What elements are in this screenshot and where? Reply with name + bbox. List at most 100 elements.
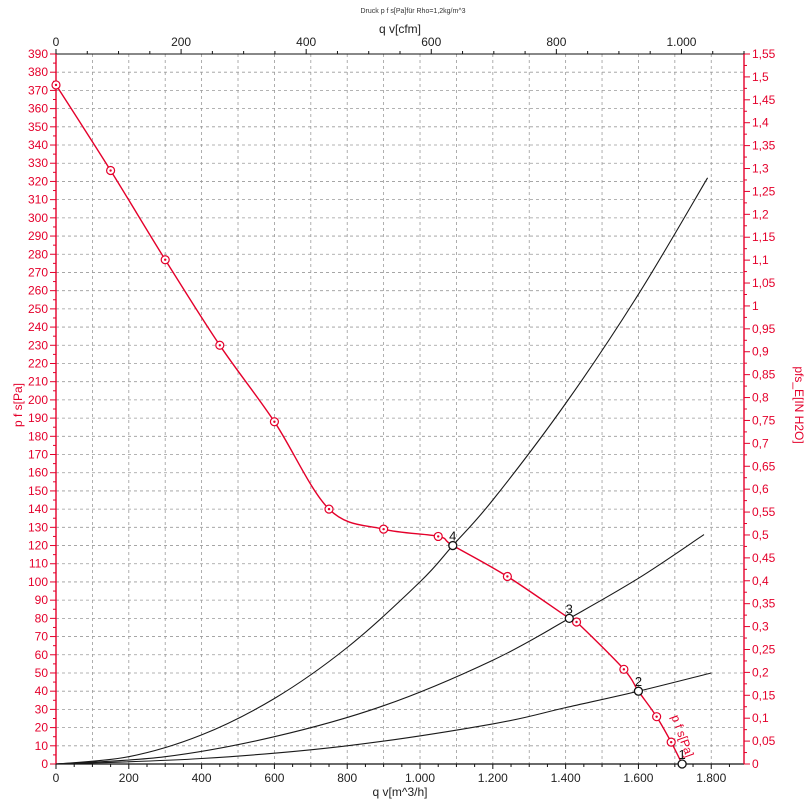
top-tick-label: 1.000 — [666, 35, 696, 49]
right-tick-label: 1,3 — [752, 162, 769, 176]
left-tick-label: 350 — [28, 120, 48, 134]
left-tick-label: 0 — [41, 757, 48, 771]
left-tick-label: 190 — [28, 411, 48, 425]
right-tick-label: 1,15 — [752, 230, 776, 244]
bottom-tick-label: 1.400 — [551, 771, 581, 785]
right-tick-label: 0,5 — [752, 528, 769, 542]
bottom-tick-label: 1.000 — [405, 771, 435, 785]
right-tick-label: 0,15 — [752, 688, 776, 702]
right-tick-label: 1,55 — [752, 47, 776, 61]
left-tick-label: 60 — [35, 648, 49, 662]
right-tick-label: 0,45 — [752, 551, 776, 565]
right-tick-label: 1,4 — [752, 116, 769, 130]
grid — [56, 53, 744, 764]
bottom-tick-label: 0 — [53, 771, 60, 785]
left-tick-label: 70 — [35, 630, 49, 644]
top-tick-label: 600 — [421, 35, 441, 49]
system-curve-2 — [55, 534, 705, 765]
left-tick-label: 240 — [28, 320, 48, 334]
left-tick-label: 200 — [28, 393, 48, 407]
chart-title: Druck p f s[Pa]für Rho=1,2kg/m^3 — [360, 8, 465, 15]
right-tick-label: 1,35 — [752, 139, 776, 153]
right-tick-label: 0,2 — [752, 665, 769, 679]
operating-point-1 — [677, 759, 687, 769]
right-tick-label: 1,2 — [752, 207, 769, 221]
tick-labels: 0102030405060708090100110120130140150160… — [28, 35, 776, 785]
fan-curve-marker-dot — [669, 740, 673, 744]
operating-point-4 — [448, 540, 458, 551]
fan-curve-marker-dot — [54, 83, 58, 87]
left-tick-label: 120 — [28, 539, 48, 553]
left-tick-label: 320 — [28, 174, 48, 188]
right-tick-label: 1,05 — [752, 276, 776, 290]
fan-curve-marker-dot — [437, 535, 440, 538]
fan-curve-marker-dot — [506, 575, 509, 578]
operating-point-label: 1 — [678, 747, 685, 762]
left-tick-label: 220 — [28, 356, 48, 370]
operating-point-label: 4 — [449, 529, 456, 544]
left-axis-label: p f s[Pa] — [11, 383, 25, 427]
operating-point-2 — [633, 686, 644, 696]
left-tick-label: 100 — [28, 575, 48, 589]
right-tick-label: 0,55 — [752, 505, 776, 519]
left-tick-label: 210 — [28, 375, 48, 389]
left-tick-label: 340 — [28, 138, 48, 152]
top-axis-label: q v[cfm] — [379, 22, 421, 36]
left-tick-label: 300 — [28, 211, 48, 225]
operating-point-label: 2 — [635, 674, 642, 689]
bottom-tick-label: 400 — [192, 771, 212, 785]
left-tick-label: 160 — [28, 466, 48, 480]
bottom-tick-label: 800 — [337, 771, 357, 785]
left-tick-label: 310 — [28, 193, 48, 207]
right-tick-label: 0,8 — [752, 391, 769, 405]
right-tick-label: 1,5 — [752, 70, 769, 84]
right-tick-label: 1 — [752, 299, 759, 313]
left-tick-label: 130 — [28, 520, 48, 534]
right-tick-label: 0,95 — [752, 322, 776, 336]
left-tick-label: 330 — [28, 156, 48, 170]
left-tick-label: 180 — [28, 429, 48, 443]
top-tick-label: 800 — [546, 35, 566, 49]
left-tick-label: 390 — [28, 47, 48, 61]
right-tick-label: 0,1 — [752, 711, 769, 725]
operating-points: 4 3 2 1p f s[Pa] — [51, 80, 697, 769]
left-tick-label: 360 — [28, 102, 48, 116]
left-tick-label: 20 — [35, 721, 49, 735]
fan-curve-marker-dot — [273, 420, 276, 423]
left-tick-label: 380 — [28, 65, 48, 79]
fan-curve-marker-dot — [575, 620, 578, 624]
right-tick-label: 0,9 — [752, 345, 769, 359]
right-tick-label: 0,6 — [752, 482, 769, 496]
left-tick-label: 30 — [35, 702, 49, 716]
left-tick-label: 40 — [35, 684, 49, 698]
fan-curve-marker-dot — [218, 344, 222, 347]
right-tick-label: 0,4 — [752, 574, 769, 588]
right-tick-label: 0,7 — [752, 436, 769, 450]
fan-curve-marker-dot — [164, 258, 167, 261]
system-curve-3 — [55, 672, 712, 765]
left-tick-label: 230 — [28, 338, 48, 352]
right-tick-label: 0,25 — [752, 642, 776, 656]
fan-curve-marker-dot — [327, 507, 331, 511]
bottom-tick-label: 1.200 — [478, 771, 508, 785]
right-tick-label: 1,45 — [752, 93, 776, 107]
right-tick-label: 0,35 — [752, 597, 776, 611]
right-axis-label: pfs_E[IN H2O] — [792, 366, 806, 443]
left-tick-label: 250 — [28, 302, 48, 316]
top-tick-label: 200 — [171, 35, 191, 49]
right-tick-label: 0,65 — [752, 459, 776, 473]
axes — [50, 49, 750, 769]
fan-curve-marker-dot — [109, 169, 112, 172]
bottom-tick-label: 1.800 — [696, 771, 726, 785]
bottom-axis-label: q v[m^3/h] — [373, 785, 428, 799]
fan-curve — [55, 84, 683, 765]
fan-curve-marker-dot — [382, 527, 385, 531]
left-tick-label: 140 — [28, 502, 48, 516]
left-tick-label: 290 — [28, 229, 48, 243]
right-tick-label: 0,05 — [752, 734, 776, 748]
right-tick-label: 1,1 — [752, 253, 769, 267]
left-tick-label: 170 — [28, 448, 48, 462]
bottom-tick-label: 200 — [119, 771, 139, 785]
left-tick-label: 80 — [35, 611, 49, 625]
